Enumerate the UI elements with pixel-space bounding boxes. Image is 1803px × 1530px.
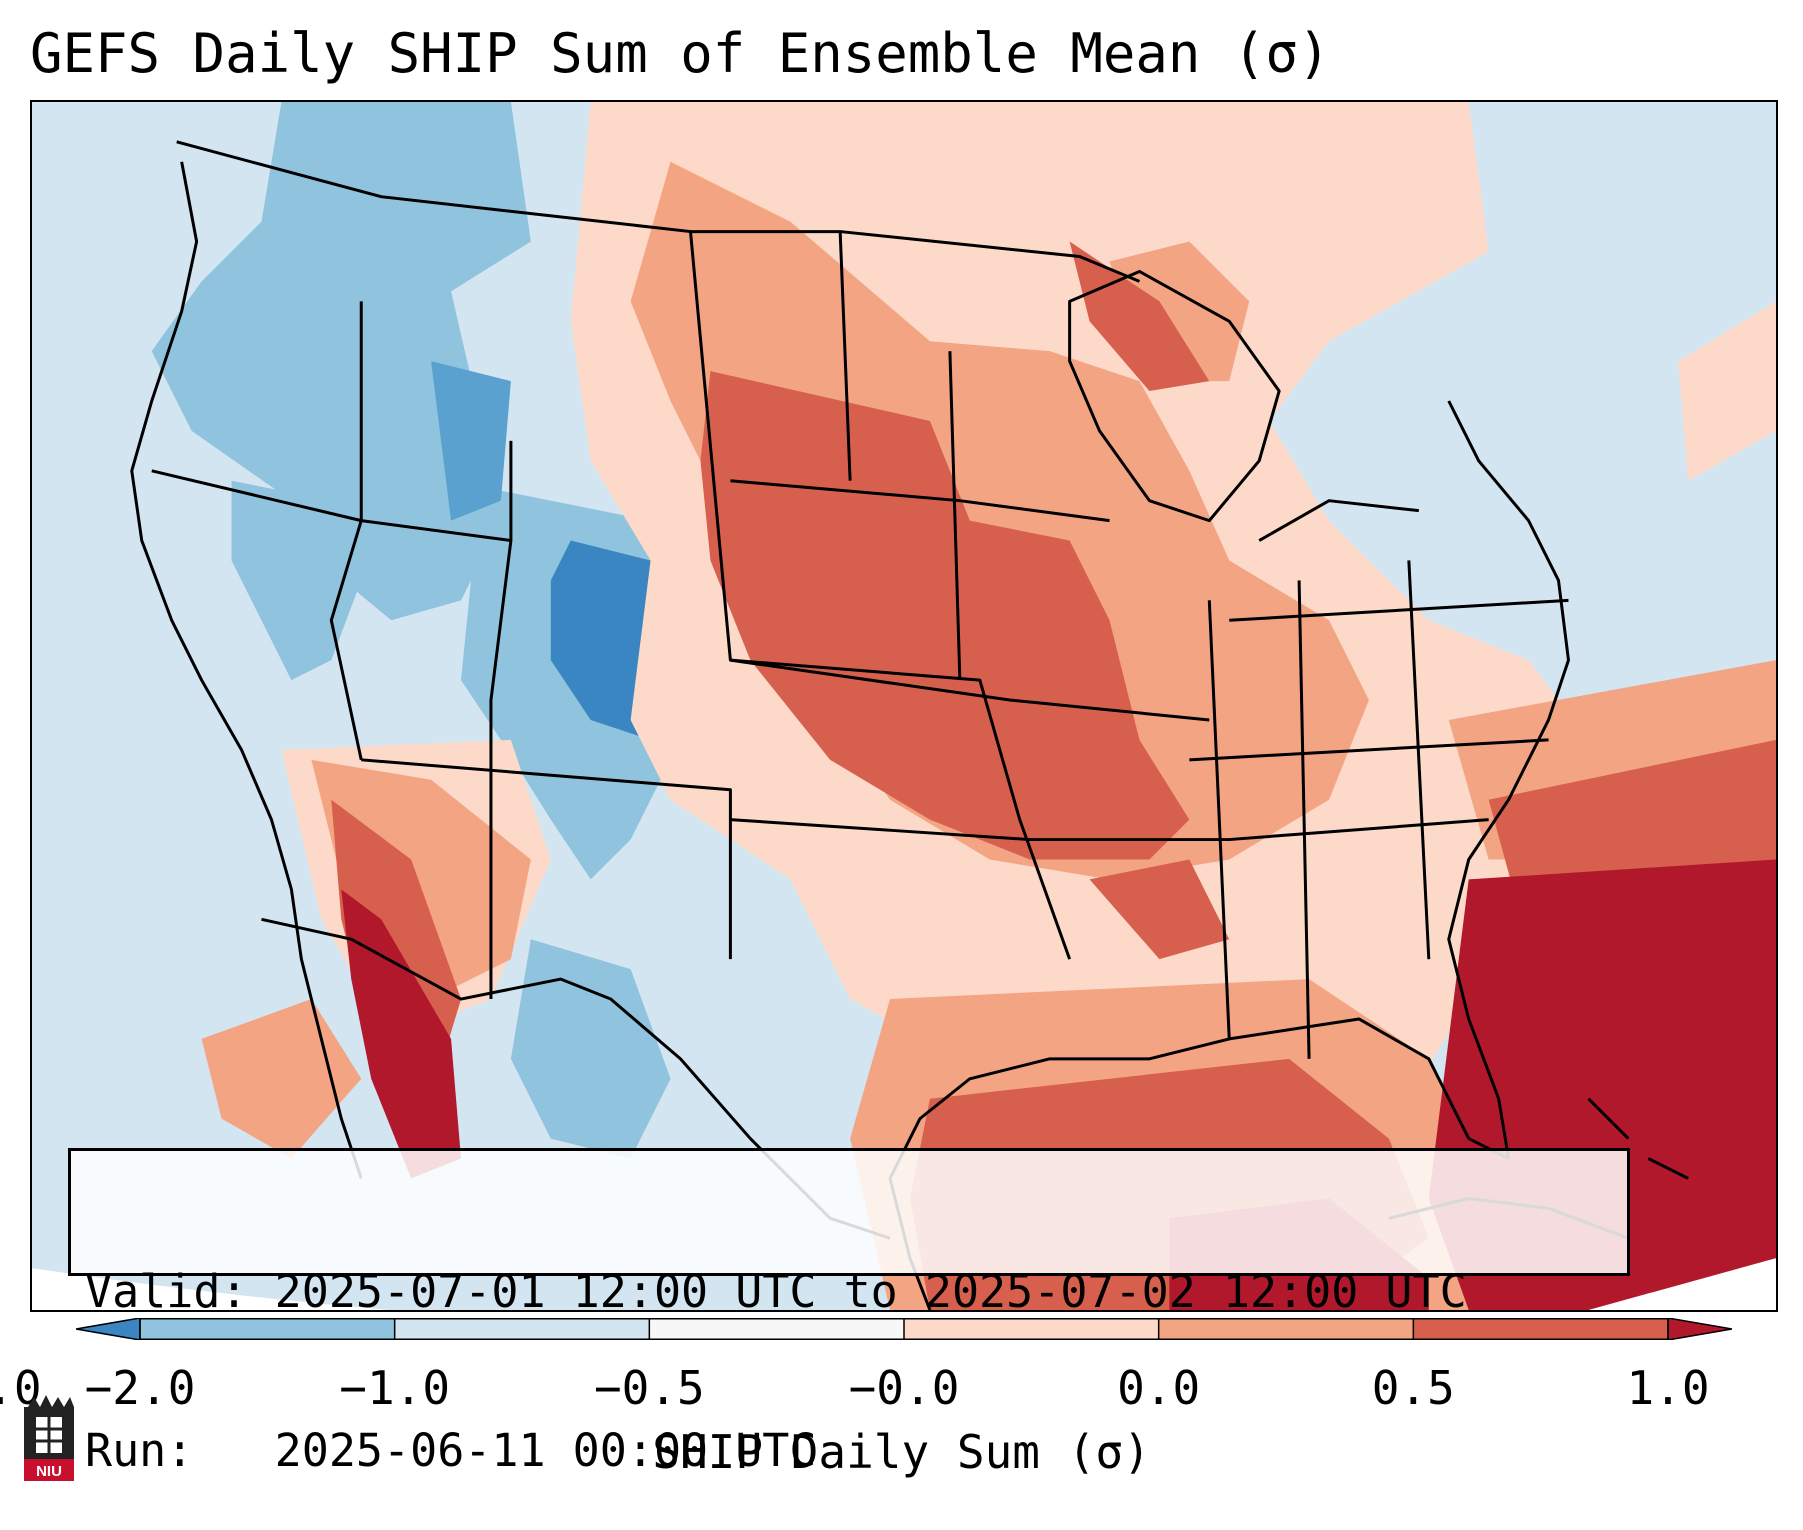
logo-banner [24,1459,74,1481]
lake-erie-shore [1258,499,1419,542]
run-time-text: Run: 2025-06-11 00:00 UTC [85,1424,817,1477]
validity-info-box: Valid: 2025-07-01 12:00 UTC to 2025-07-0… [68,1148,1630,1477]
colorbar-segment [140,1318,396,1340]
colorbar-segment [1158,1318,1414,1340]
colorbar-tick-label: 1.0 [1626,1361,1710,1415]
logo-window-grid [36,1417,62,1453]
state-line-wv-sc [1407,560,1431,960]
colorbar-label: SHIP Daily Sum (σ) [652,1425,1151,1479]
west-coastline [130,161,363,1179]
state-line-ks-mo [730,658,1210,722]
colorbar [76,1318,1732,1340]
ship-anomaly-map [32,102,1776,1310]
colorbar-tick-label: 0.5 [1371,1361,1455,1415]
strong-warm-anomaly-plains [700,371,1190,860]
warm-anomaly-arizona [311,759,531,1000]
state-line-ok-ar-tn [730,818,1489,842]
state-line-va-nc [1189,738,1549,762]
valid-time-text: Valid: 2025-07-01 12:00 UTC to 2025-07-0… [85,1265,1467,1318]
state-line-mn-ia [948,351,962,681]
logo-text: NIU [36,1463,62,1480]
state-line-four-corners [361,758,732,960]
map-panel [30,100,1778,1312]
colorbar-tick-label: −0.5 [593,1361,705,1415]
extreme-warm-anomaly-sonora [341,889,462,1179]
state-line-oh-ga [1297,580,1311,1059]
map-borders [130,140,1570,1310]
northern-border [176,140,1141,283]
colorbar-tick-label: −2.0 [84,1361,196,1415]
colorbar-extend-max [1667,1318,1732,1340]
niu-tower-logo: NIU [24,1395,74,1481]
colorbar-segment [1413,1318,1669,1340]
blue-anomaly-mexico [510,939,671,1159]
state-line-ut-az [489,440,513,1000]
map-title: GEFS Daily SHIP Sum of Ensemble Mean (σ) [30,22,1331,85]
colorbar-tick-label: −0.0 [848,1361,960,1415]
great-lakes-outline [1068,269,1281,523]
bahamas-outline [1587,1097,1689,1180]
east-coastline [1447,400,1570,1159]
strong-warm-anomaly-southeast [1089,859,1230,960]
strong-warm-anomaly-upper-michigan [1069,241,1210,392]
blue-anomaly-northwest [151,102,531,621]
blue-anomaly-basin [231,480,362,681]
colorbar-segment [649,1318,905,1340]
state-line-pa [1229,598,1569,622]
colorbar-segment [904,1318,1160,1340]
colorbar-tick-label: −1.0 [339,1361,451,1415]
state-line-in-ky-al [1207,600,1231,1039]
blue-anomaly-idaho [431,361,511,521]
warm-anomaly-central [630,161,1369,880]
state-line-ne-ia [730,479,1110,523]
state-line-plains [688,231,1072,960]
colorbar-extend-min [76,1318,141,1340]
colorbar-segment [394,1318,650,1340]
state-line-nd-sd [838,231,852,481]
state-line-nv [329,301,363,761]
colorbar-tick-label: 0.0 [1117,1361,1201,1415]
